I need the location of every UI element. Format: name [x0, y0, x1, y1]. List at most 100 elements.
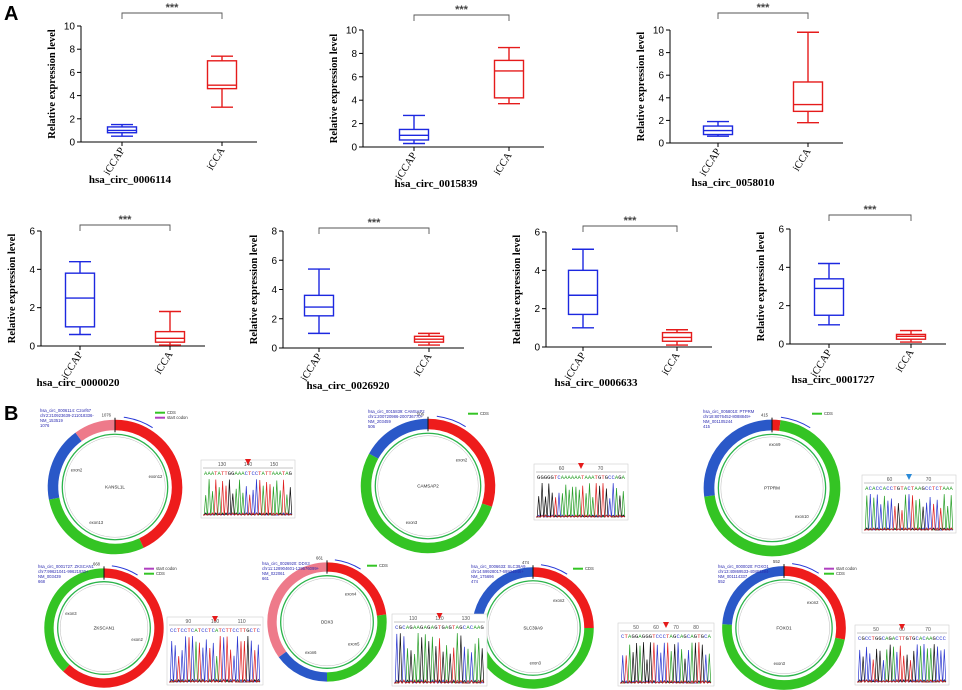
base-call: T [939, 485, 943, 492]
position-label: 70 [598, 466, 604, 472]
base-call: T [909, 635, 913, 642]
base-call: C [659, 633, 663, 640]
base-call: T [268, 470, 272, 477]
y-axis-label: Relative expression level [512, 235, 523, 345]
trace-T [169, 635, 260, 683]
exon-segment [48, 497, 144, 555]
base-call: G [635, 633, 638, 640]
base-call: C [656, 633, 660, 640]
base-call: G [605, 474, 608, 481]
circrna-info-line: hsa_circ_0006633: SLC39A9 [471, 564, 526, 569]
base-call: C [395, 624, 399, 631]
circrna-info-line: NM_003439 [38, 574, 61, 579]
y-tick-label: 0 [29, 342, 35, 353]
position-label: 120 [435, 616, 444, 622]
base-call: T [652, 633, 656, 640]
trace-T [620, 642, 711, 684]
circrna-info-line: NM_001105244 [703, 419, 733, 424]
base-call: A [892, 635, 896, 642]
y-tick-label: 0 [778, 340, 784, 351]
base-call: C [704, 633, 708, 640]
junction-arrow-icon [899, 624, 905, 630]
base-call: G [231, 470, 234, 477]
base-call: T [438, 624, 442, 631]
base-call: G [642, 633, 645, 640]
chart-title: hsa_circ_0058010 [692, 177, 775, 189]
base-call: A [241, 470, 245, 477]
iqr-box [493, 59, 525, 99]
exon-segment [783, 566, 846, 640]
base-call: A [578, 474, 582, 481]
box-iCCA [792, 31, 824, 124]
inner-tick-ring [59, 583, 149, 673]
chromatogram-6: 50 60 70 80C T A G G A G G G T C C C T A G C A G C A G T G C A [617, 622, 715, 687]
position-label: 50 [873, 627, 879, 633]
position-label: 130 [218, 462, 227, 468]
category-label: iCCA [894, 347, 917, 374]
base-call: G [441, 624, 444, 631]
base-call: G [673, 633, 676, 640]
category-label: iCCA [791, 146, 814, 173]
primer-arrow [334, 559, 361, 570]
base-call: T [452, 624, 456, 631]
inner-tick-ring [738, 582, 830, 674]
circrna-info-line: 1076 [40, 423, 50, 428]
y-tick-label: 2 [69, 114, 75, 125]
base-call: A [204, 470, 208, 477]
y-tick-label: 6 [271, 256, 277, 267]
significance-bracket [318, 227, 430, 234]
base-call: T [225, 627, 229, 634]
base-call: T [219, 627, 223, 634]
y-tick-label: 2 [351, 119, 357, 130]
base-call: C [916, 635, 920, 642]
base-call: C [174, 627, 178, 634]
base-call: G [547, 474, 550, 481]
exon-segment [771, 419, 781, 431]
significance-stars: *** [624, 215, 638, 227]
base-call: C [928, 485, 932, 492]
panel-label-b: B [4, 403, 18, 425]
circrna-info-line: 506 [368, 424, 376, 429]
base-call: G [878, 635, 881, 642]
exon-segment [75, 419, 116, 442]
base-call: A [865, 485, 869, 492]
base-call: T [601, 474, 605, 481]
base-call: T [258, 470, 262, 477]
y-tick-label: 6 [534, 228, 540, 239]
y-tick-label: 4 [778, 263, 784, 274]
exon-segment [326, 562, 387, 616]
base-call: C [890, 485, 894, 492]
y-tick-label: 0 [271, 344, 277, 355]
base-call: C [882, 635, 886, 642]
panel-label-a: A [4, 3, 18, 25]
base-call: T [239, 627, 243, 634]
y-tick-label: 0 [658, 139, 664, 150]
chromatogram-5: 110120130CGCAGAAGAGAGTGAGTAGCACAAG [391, 613, 488, 687]
y-tick-label: 6 [351, 72, 357, 83]
position-label: 130 [462, 616, 471, 622]
position-label: 140 [244, 462, 253, 468]
trace-T [536, 483, 625, 518]
box-iCCAP [64, 260, 96, 336]
exon-label: exon4 [345, 591, 357, 596]
base-call: A [571, 474, 575, 481]
base-call: G [481, 624, 484, 631]
inner-scale-circle [735, 579, 833, 677]
base-call: T [243, 627, 247, 634]
iqr-box [154, 330, 186, 343]
base-call: G [683, 633, 686, 640]
circrna-length: 474 [522, 560, 530, 565]
y-tick-label: 4 [271, 285, 277, 296]
base-call: G [889, 635, 892, 642]
base-call: A [275, 470, 279, 477]
inner-tick-ring [377, 435, 479, 537]
gene-name: KANSL1L [105, 485, 125, 490]
y-tick-label: 6 [658, 71, 664, 82]
circrna-info-line: chr18:8076452-8088849+ [703, 414, 752, 419]
base-call: C [250, 627, 254, 634]
chart-hsa_circ_0006114: 0 2 4 6 8 10 Relative expression level iCCAP iCC… [47, 2, 257, 186]
base-call: A [591, 474, 595, 481]
base-call: A [904, 485, 908, 492]
